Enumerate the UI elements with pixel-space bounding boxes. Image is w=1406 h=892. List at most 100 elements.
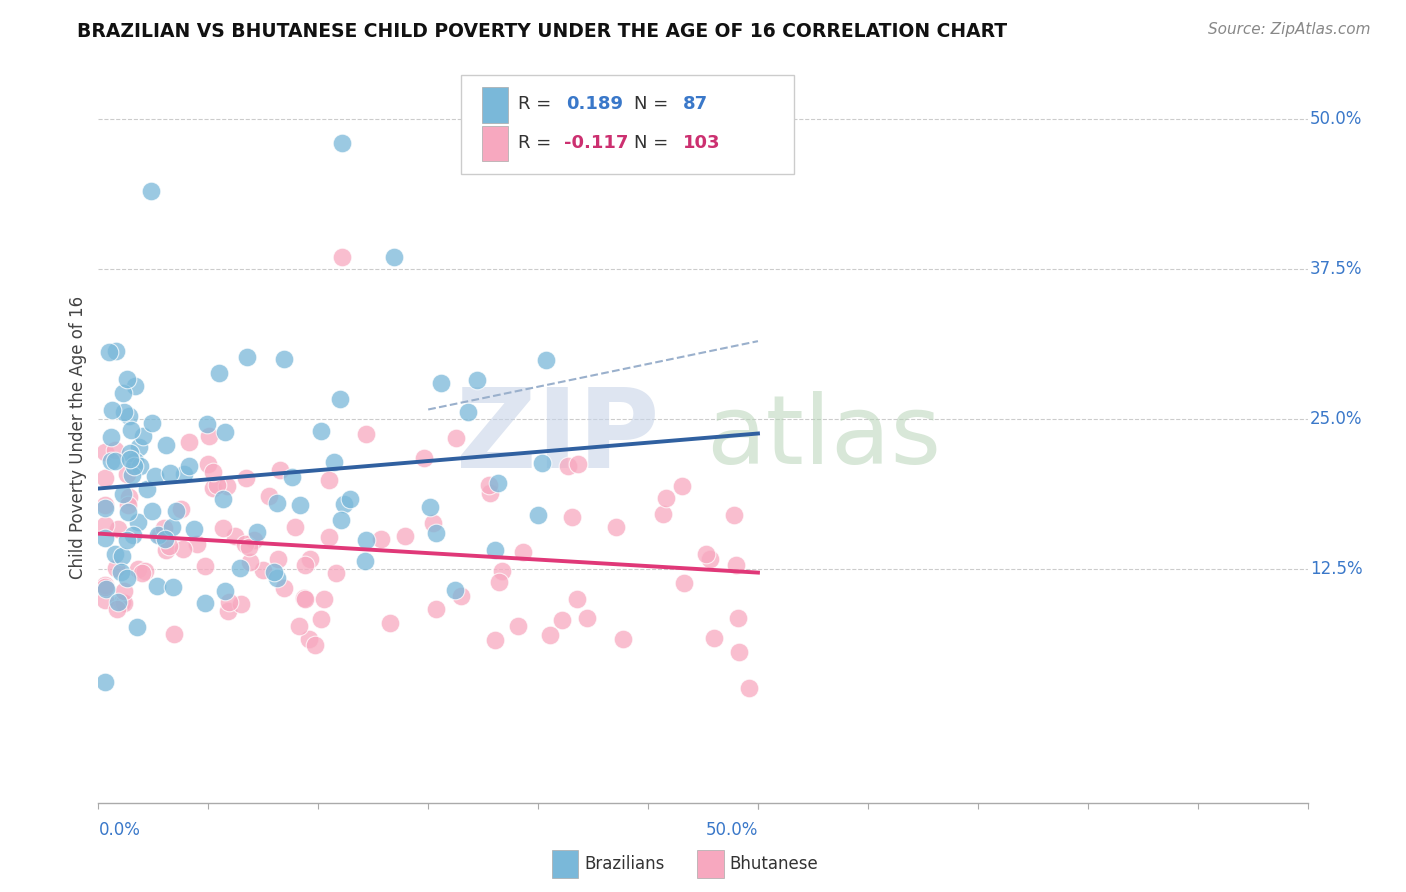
Point <box>100 430 122 444</box>
Point <box>148 527 170 541</box>
Text: -0.117: -0.117 <box>564 134 628 152</box>
Point <box>143 469 166 483</box>
Point <box>530 456 553 470</box>
Point <box>120 423 142 437</box>
Point <box>111 487 134 501</box>
Text: 0.189: 0.189 <box>567 95 623 113</box>
Point <box>120 445 142 459</box>
Point <box>115 467 138 482</box>
Point <box>243 533 266 547</box>
Text: 12.5%: 12.5% <box>1310 560 1362 578</box>
Point <box>155 532 177 546</box>
Point <box>94 445 117 459</box>
Text: 25.0%: 25.0% <box>1310 410 1362 428</box>
Point <box>354 533 377 547</box>
Text: R =: R = <box>517 134 557 152</box>
Point <box>378 615 401 630</box>
Point <box>135 482 157 496</box>
Point <box>97 345 120 359</box>
Point <box>159 466 181 480</box>
Point <box>339 491 361 506</box>
Point <box>177 434 200 449</box>
Point <box>124 453 146 467</box>
Point <box>288 619 311 633</box>
Point <box>197 457 219 471</box>
Point <box>394 529 416 543</box>
Point <box>155 543 177 558</box>
Point <box>382 250 405 264</box>
Point <box>101 402 124 417</box>
Point <box>457 405 479 419</box>
Point <box>104 547 127 561</box>
Point <box>194 559 217 574</box>
Point <box>169 501 191 516</box>
Point <box>267 552 290 566</box>
Point <box>304 638 326 652</box>
Point <box>703 631 725 645</box>
Text: ZIP: ZIP <box>456 384 659 491</box>
Point <box>484 632 506 647</box>
Text: BRAZILIAN VS BHUTANESE CHILD POVERTY UNDER THE AGE OF 16 CORRELATION CHART: BRAZILIAN VS BHUTANESE CHILD POVERTY UND… <box>77 22 1008 41</box>
Text: R =: R = <box>517 95 557 113</box>
Point <box>288 498 311 512</box>
Point <box>557 458 579 473</box>
Point <box>567 591 589 606</box>
Point <box>273 352 295 367</box>
Point <box>325 566 347 581</box>
Point <box>218 595 240 609</box>
Point <box>323 455 346 469</box>
Point <box>328 392 350 406</box>
Point <box>551 613 574 627</box>
Point <box>124 378 146 392</box>
Point <box>727 645 749 659</box>
Point <box>105 560 128 574</box>
Point <box>224 529 246 543</box>
Point <box>183 522 205 536</box>
Point <box>165 504 187 518</box>
Point <box>149 527 172 541</box>
Point <box>333 497 356 511</box>
Point <box>465 373 488 387</box>
Text: atlas: atlas <box>706 391 942 483</box>
Point <box>356 427 378 442</box>
Point <box>202 482 225 496</box>
Point <box>484 542 506 557</box>
Point <box>450 590 472 604</box>
Point <box>94 592 117 607</box>
Point <box>534 353 557 368</box>
Text: Bhutanese: Bhutanese <box>730 855 818 873</box>
Text: Source: ZipAtlas.com: Source: ZipAtlas.com <box>1208 22 1371 37</box>
Point <box>177 459 200 474</box>
Point <box>488 575 510 590</box>
Y-axis label: Child Poverty Under the Age of 16: Child Poverty Under the Age of 16 <box>69 295 87 579</box>
Point <box>100 454 122 468</box>
Point <box>105 602 128 616</box>
Point <box>122 459 145 474</box>
Point <box>430 376 453 391</box>
Point <box>145 579 167 593</box>
Point <box>486 475 509 490</box>
Point <box>162 580 184 594</box>
Point <box>651 507 673 521</box>
Point <box>117 571 139 585</box>
Point <box>121 528 143 542</box>
Point <box>727 610 749 624</box>
Point <box>160 519 183 533</box>
Point <box>153 521 176 535</box>
Point <box>217 604 239 618</box>
Point <box>425 526 447 541</box>
Point <box>318 530 340 544</box>
Text: 103: 103 <box>682 134 720 152</box>
Point <box>671 479 693 493</box>
Point <box>444 431 467 445</box>
Point <box>127 620 149 634</box>
Point <box>115 533 138 547</box>
Point <box>332 136 354 151</box>
Point <box>233 537 256 551</box>
Point <box>94 498 117 512</box>
Point <box>266 571 288 585</box>
Point <box>155 438 177 452</box>
Text: N =: N = <box>634 95 673 113</box>
Point <box>132 429 155 443</box>
Point <box>491 564 513 578</box>
